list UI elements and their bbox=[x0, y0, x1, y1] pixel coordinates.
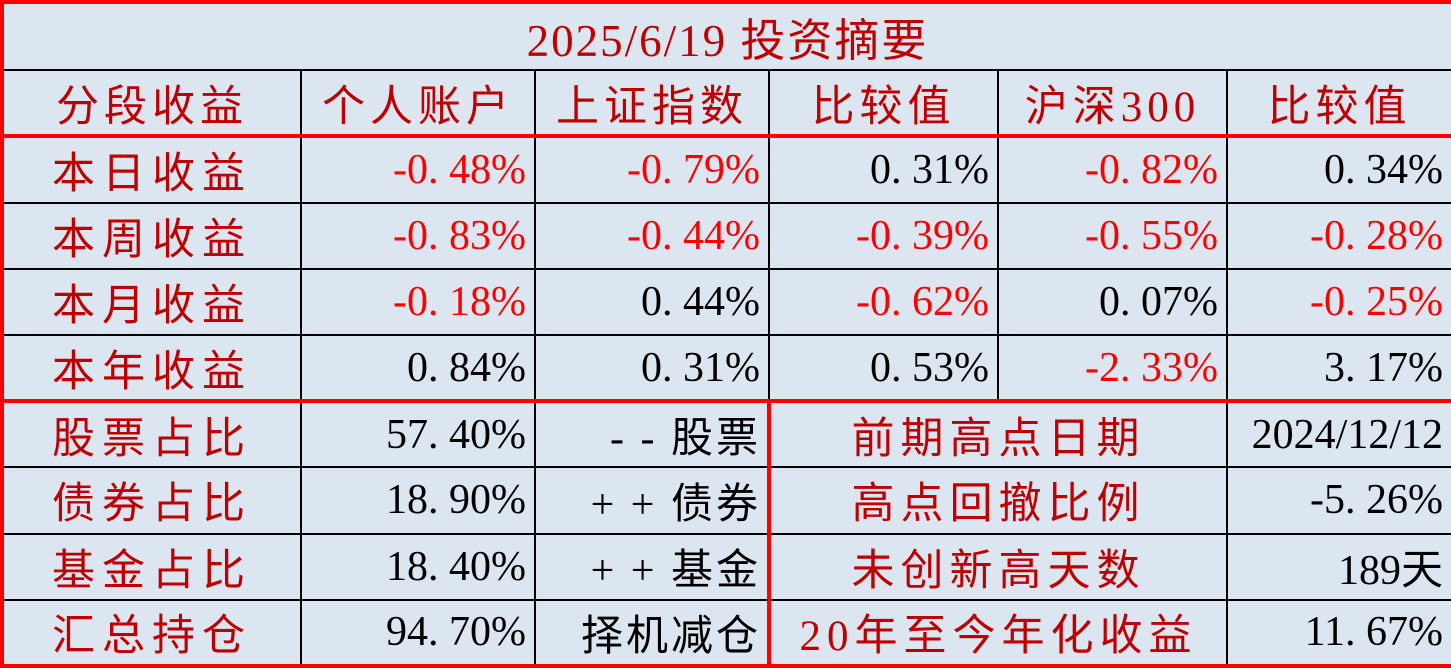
position-note: - - 股票 bbox=[534, 400, 770, 469]
column-header-compare1: 比较值 bbox=[768, 69, 999, 139]
value-cell: 0. 31% bbox=[768, 135, 999, 204]
value-cell: -0. 83% bbox=[300, 201, 536, 270]
value-cell: -0. 48% bbox=[300, 135, 536, 204]
value-cell: 0. 53% bbox=[768, 333, 999, 404]
page-title: 2025/6/19 投资摘要 bbox=[2, 2, 1451, 72]
table-row-total-position: 汇总持仓 94. 70% 择机减仓 20年至今年化收益 11. 67% bbox=[1, 598, 1451, 668]
table-row-monthly-return: 本月收益 -0. 18% 0. 44% -0. 62% 0. 07% -0. 2… bbox=[1, 267, 1451, 336]
value-cell: -0. 18% bbox=[300, 267, 536, 336]
segment-label: 本月收益 bbox=[1, 267, 302, 336]
metric-value: -5. 26% bbox=[1225, 466, 1451, 535]
value-cell: -0. 25% bbox=[1225, 267, 1451, 336]
table-row-fund-weight: 基金占比 18. 40% + + 基金 未创新高天数 189天 bbox=[1, 532, 1451, 601]
metric-label: 前期高点日期 bbox=[767, 400, 1228, 469]
value-cell: 0. 31% bbox=[534, 333, 770, 404]
header-row: 分段收益 个人账户 上证指数 比较值 沪深300 比较值 bbox=[1, 69, 1451, 139]
value-cell: 0. 84% bbox=[300, 333, 536, 404]
position-value: 57. 40% bbox=[300, 400, 536, 469]
position-note: 择机减仓 bbox=[534, 598, 770, 668]
table-row-bond-weight: 债券占比 18. 90% + + 债券 高点回撤比例 -5. 26% bbox=[1, 466, 1451, 535]
segment-label: 本年收益 bbox=[1, 333, 302, 404]
metric-value: 189天 bbox=[1225, 532, 1451, 601]
value-cell: 0. 44% bbox=[534, 267, 770, 336]
table-row-weekly-return: 本周收益 -0. 83% -0. 44% -0. 39% -0. 55% -0.… bbox=[1, 201, 1451, 270]
metric-label: 未创新高天数 bbox=[767, 532, 1228, 601]
position-value: 18. 40% bbox=[300, 532, 536, 601]
position-label: 基金占比 bbox=[1, 532, 302, 601]
value-cell: -0. 82% bbox=[997, 135, 1228, 204]
column-header-personal: 个人账户 bbox=[300, 69, 536, 139]
value-cell: -0. 79% bbox=[534, 135, 770, 204]
column-header-compare2: 比较值 bbox=[1225, 69, 1451, 139]
position-value: 94. 70% bbox=[300, 598, 536, 668]
metric-label: 20年至今年化收益 bbox=[767, 598, 1228, 668]
segment-label: 本周收益 bbox=[1, 201, 302, 270]
position-label: 股票占比 bbox=[1, 400, 302, 469]
value-cell: -0. 62% bbox=[768, 267, 999, 336]
column-header-sse: 上证指数 bbox=[534, 69, 770, 139]
table-row-stock-weight: 股票占比 57. 40% - - 股票 前期高点日期 2024/12/12 bbox=[1, 400, 1451, 469]
value-cell: -0. 39% bbox=[768, 201, 999, 270]
metric-label: 高点回撤比例 bbox=[767, 466, 1228, 535]
table-row-yearly-return: 本年收益 0. 84% 0. 31% 0. 53% -2. 33% 3. 17% bbox=[1, 333, 1451, 404]
value-cell: -0. 28% bbox=[1225, 201, 1451, 270]
position-label: 债券占比 bbox=[1, 466, 302, 535]
metric-value: 11. 67% bbox=[1225, 598, 1451, 668]
value-cell: 0. 34% bbox=[1225, 135, 1451, 204]
position-label: 汇总持仓 bbox=[1, 598, 302, 668]
value-cell: -0. 55% bbox=[997, 201, 1228, 270]
position-value: 18. 90% bbox=[300, 466, 536, 535]
column-header-csi300: 沪深300 bbox=[997, 69, 1228, 139]
column-header-segment: 分段收益 bbox=[1, 69, 302, 139]
table-row-daily-return: 本日收益 -0. 48% -0. 79% 0. 31% -0. 82% 0. 3… bbox=[1, 135, 1451, 204]
position-note: + + 债券 bbox=[534, 466, 770, 535]
value-cell: -0. 44% bbox=[534, 201, 770, 270]
value-cell: 0. 07% bbox=[997, 267, 1228, 336]
segment-label: 本日收益 bbox=[1, 135, 302, 204]
metric-value: 2024/12/12 bbox=[1225, 400, 1451, 469]
value-cell: -2. 33% bbox=[997, 333, 1228, 404]
value-cell: 3. 17% bbox=[1225, 333, 1451, 404]
position-note: + + 基金 bbox=[534, 532, 770, 601]
title-row: 2025/6/19 投资摘要 bbox=[2, 2, 1451, 72]
